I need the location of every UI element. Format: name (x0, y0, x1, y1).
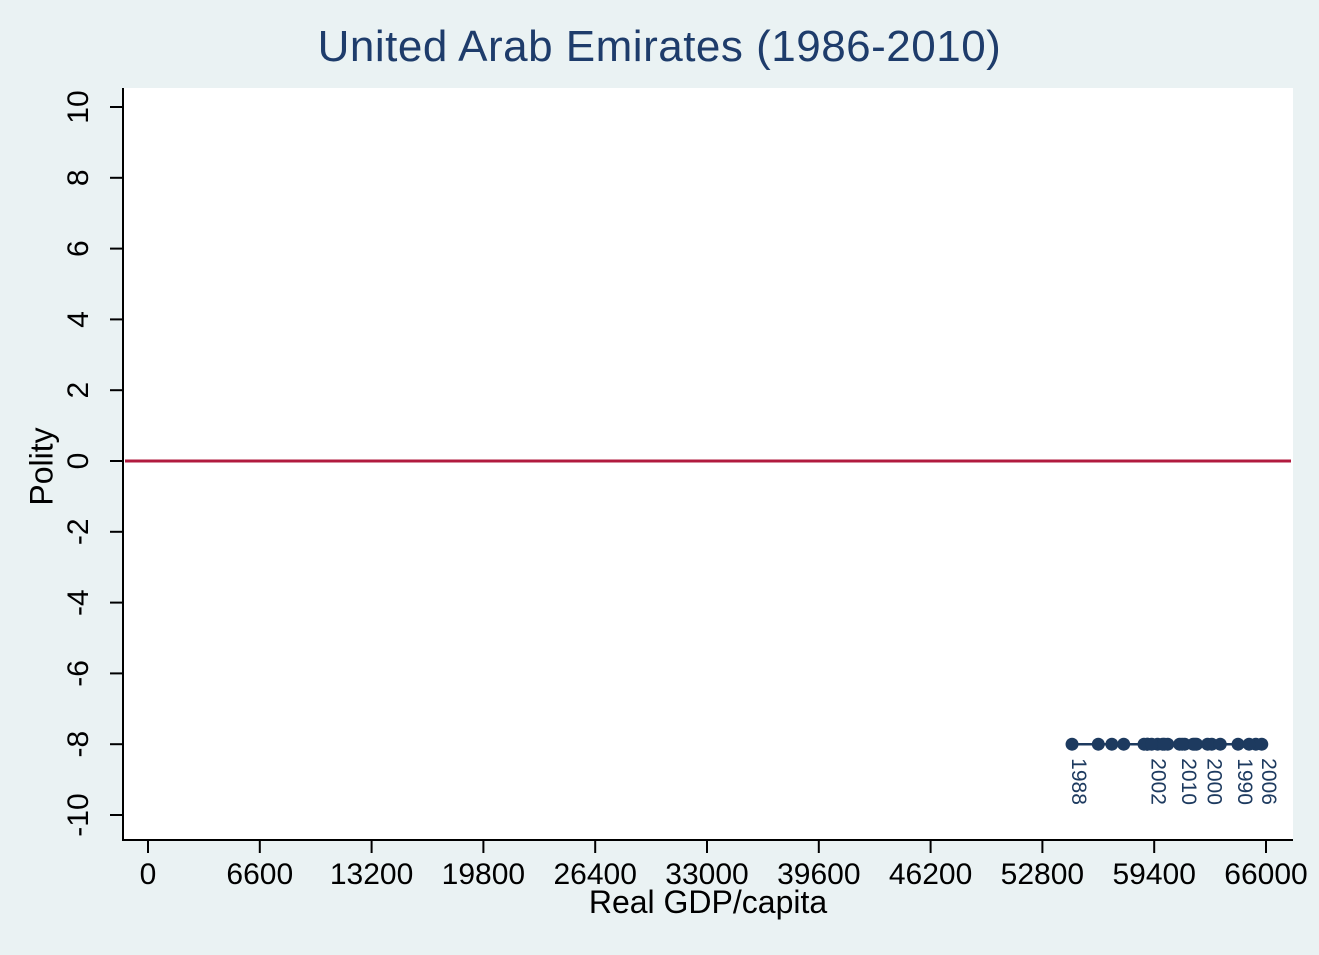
x-tick-label: 59400 (1112, 858, 1195, 891)
y-tick-label: 4 (62, 311, 95, 328)
data-point-marker (1231, 737, 1245, 751)
data-point-marker (1105, 737, 1119, 751)
data-point-marker (1091, 737, 1105, 751)
x-tick-label: 52800 (1001, 858, 1084, 891)
plot-area (123, 88, 1293, 840)
x-tick-label: 26400 (553, 858, 636, 891)
x-tick-label: 6600 (226, 858, 293, 891)
data-point-year-label: 2002 (1147, 758, 1170, 805)
x-tick-label: 46200 (889, 858, 972, 891)
y-tick-label: -10 (62, 793, 95, 836)
data-point-marker (1242, 737, 1256, 751)
x-tick-label: 13200 (330, 858, 413, 891)
data-point-year-label: 1990 (1233, 758, 1256, 805)
x-tick-label: 19800 (442, 858, 525, 891)
data-point-marker (1157, 737, 1171, 751)
y-tick-label: -8 (62, 731, 95, 758)
data-point-year-label: 2006 (1257, 758, 1280, 805)
data-point-marker (1213, 737, 1227, 751)
data-point-marker (1145, 737, 1159, 751)
y-tick-label: 10 (62, 90, 95, 123)
y-tick-label: 2 (62, 382, 95, 399)
data-point-marker (1175, 737, 1189, 751)
data-point-marker (1117, 737, 1131, 751)
data-point-marker (1188, 737, 1202, 751)
y-tick-label: 6 (62, 240, 95, 257)
y-tick-label: -4 (62, 589, 95, 616)
chart-title: United Arab Emirates (1986-2010) (317, 22, 1002, 71)
y-tick-label: -2 (62, 518, 95, 545)
x-tick-label: 33000 (665, 858, 748, 891)
y-tick-label: 8 (62, 169, 95, 186)
data-point-year-label: 1988 (1067, 758, 1090, 805)
x-tick-label: 66000 (1224, 858, 1307, 891)
data-point-year-label: 2010 (1177, 758, 1200, 805)
data-point-marker (1065, 737, 1079, 751)
data-point-year-label: 2000 (1203, 758, 1226, 805)
y-axis-title: Polity (23, 427, 60, 506)
data-point-marker (1201, 737, 1215, 751)
x-axis-title: Real GDP/capita (588, 884, 828, 920)
y-tick-label: -6 (62, 660, 95, 687)
x-tick-label: 39600 (777, 858, 860, 891)
y-tick-label: 0 (62, 453, 95, 470)
x-tick-label: 0 (140, 858, 157, 891)
